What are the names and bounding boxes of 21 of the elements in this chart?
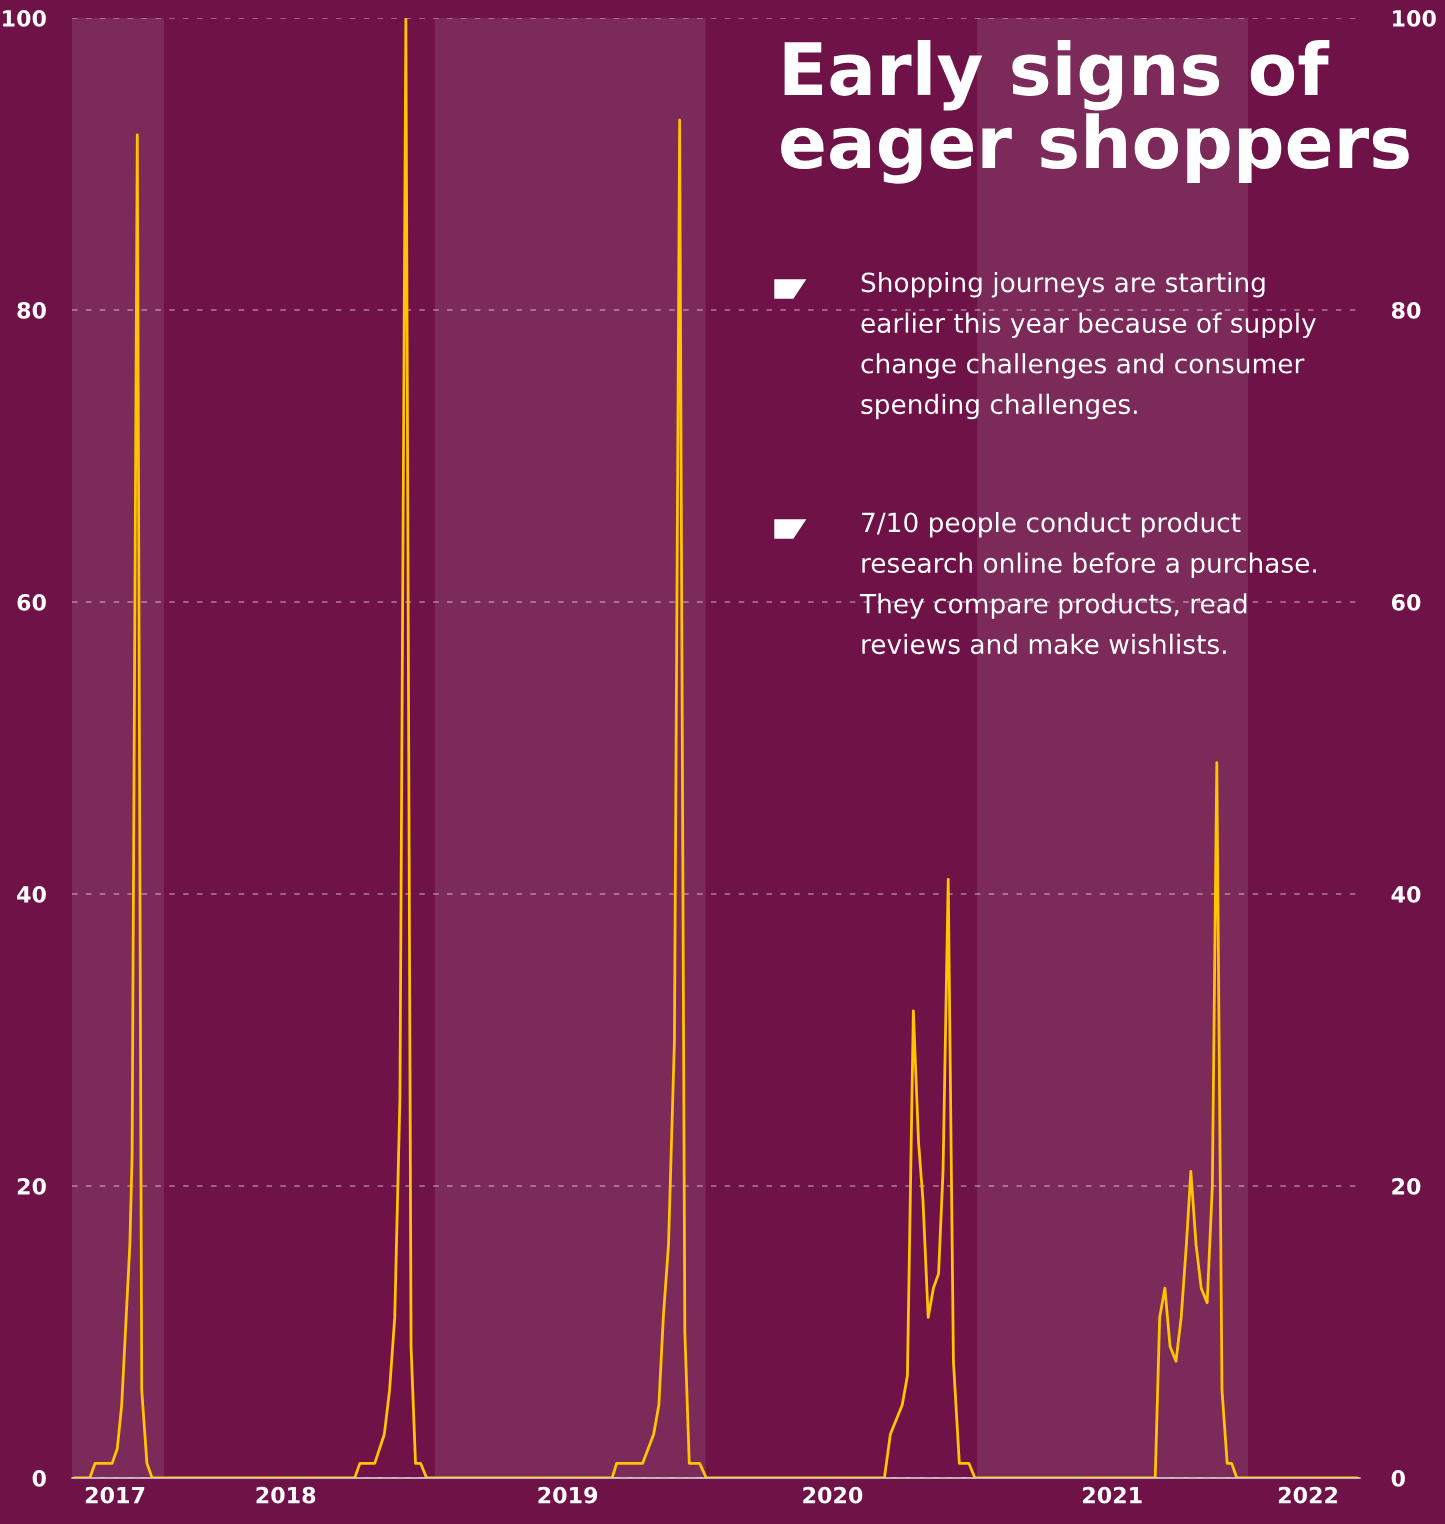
y-tick-label: 60 xyxy=(17,593,46,611)
annotation: Shopping journeys are starting earlier this year because of supply change challenges and consumer spending challenges. xyxy=(861,272,1316,420)
annotation: Early signs of eager shoppers xyxy=(781,40,1409,184)
y-tick-label: 20 xyxy=(17,1177,46,1195)
y2-tick-label: 80 xyxy=(1391,301,1421,319)
y2-tick-label: 20 xyxy=(1392,1177,1421,1195)
x-tick-label: 2022 xyxy=(1278,1486,1338,1504)
y2-tick-label: 40 xyxy=(1391,885,1421,903)
x-tick-label: 2021 xyxy=(1083,1486,1142,1504)
y-tick-label: 40 xyxy=(17,885,46,903)
annotation: 7/10 people conduct product research online before a purchase. They compare products, read reviews and make wishlists. xyxy=(859,512,1316,655)
y-tick-label: 100 xyxy=(3,9,46,27)
x-tick-label: 2018 xyxy=(256,1486,316,1504)
y2-tick-label: 60 xyxy=(1391,593,1421,611)
y-tick-label: 80 xyxy=(17,301,46,319)
x-tick-label: 2019 xyxy=(538,1486,598,1504)
y2-tick-label: 0 xyxy=(1391,1469,1405,1487)
y2-tick-label: 100 xyxy=(1393,9,1436,27)
y-tick-label: 0 xyxy=(32,1469,46,1487)
x-tick-label: 2020 xyxy=(803,1486,863,1504)
x-tick-label: 2017 xyxy=(85,1486,145,1504)
